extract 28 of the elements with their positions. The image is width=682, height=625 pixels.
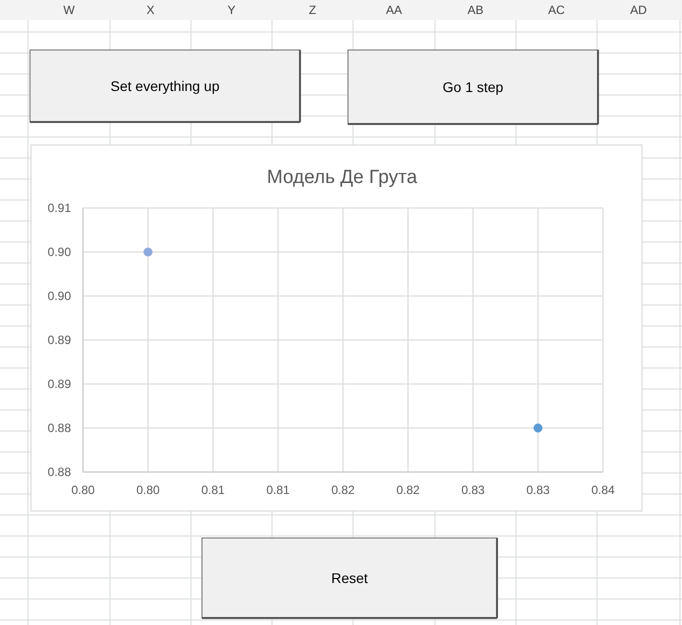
text: Y [227, 3, 236, 17]
x-tick-label: 0.83 [461, 483, 485, 497]
text: AA [386, 3, 402, 17]
y-tick-label: 0.88 [48, 421, 72, 435]
text: Z [308, 3, 316, 17]
y-tick-label: 0.88 [48, 465, 72, 479]
text: Go 1 step [442, 79, 504, 95]
text: X [146, 3, 155, 17]
x-tick-label: 0.82 [331, 483, 355, 497]
chart-title: Модель Де Грута [266, 167, 418, 188]
y-tick-label: 0.90 [48, 245, 72, 259]
text: W [63, 3, 76, 17]
text: Reset [331, 570, 368, 586]
text: AB [467, 3, 484, 17]
x-tick-label: 0.81 [201, 483, 225, 497]
text: AD [630, 3, 648, 17]
y-tick-label: 0.90 [48, 289, 72, 303]
y-tick-label: 0.89 [48, 377, 72, 391]
text: AC [548, 3, 566, 17]
text: Set everything up [110, 78, 220, 94]
x-tick-label: 0.80 [136, 483, 160, 497]
x-tick-label: 0.82 [396, 483, 420, 497]
x-tick-label: 0.84 [591, 483, 615, 497]
y-tick-label: 0.91 [48, 201, 72, 215]
x-tick-label: 0.81 [266, 483, 290, 497]
x-tick-label: 0.80 [71, 483, 95, 497]
y-tick-label: 0.89 [48, 333, 72, 347]
x-tick-label: 0.83 [526, 483, 550, 497]
